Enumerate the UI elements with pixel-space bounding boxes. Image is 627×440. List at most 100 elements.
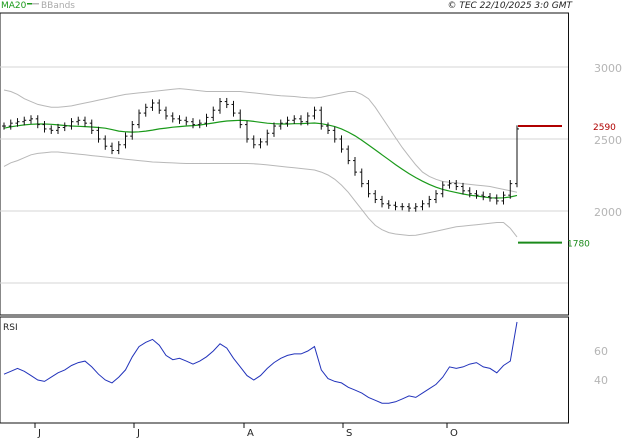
- price-bar: [501, 191, 506, 205]
- price-bar: [29, 115, 33, 124]
- price-tick-label: 3000: [594, 62, 622, 75]
- ma20-line: [3, 119, 518, 199]
- bbands-legend-label: BBands: [41, 1, 75, 11]
- price-bar: [177, 115, 182, 124]
- x-tick-label: J: [136, 428, 140, 439]
- price-bar: [191, 118, 195, 129]
- price-bar: [467, 187, 472, 198]
- x-tick-label: O: [450, 428, 458, 439]
- price-bar: [380, 195, 384, 208]
- price-bar: [393, 201, 398, 211]
- price-bar: [346, 145, 351, 165]
- support-resistance-levels: 2590 1780: [518, 123, 616, 250]
- price-bar: [339, 135, 344, 153]
- price-bar: [285, 116, 290, 127]
- price-bar: [454, 180, 459, 191]
- bbands-legend-swatch: [32, 3, 39, 5]
- price-bar: [245, 121, 249, 143]
- ma20-legend-swatch: [27, 3, 36, 5]
- price-bar: [373, 190, 378, 204]
- bband-upper-line: [3, 88, 518, 193]
- price-bar: [224, 97, 229, 109]
- ma20-path: [3, 119, 518, 199]
- price-bar: [211, 106, 216, 121]
- price-bar: [366, 180, 371, 198]
- rsi-panel-frame: [0, 316, 569, 424]
- price-bar: [413, 203, 418, 212]
- price-bar: [326, 122, 330, 134]
- price-bar: [197, 119, 202, 129]
- y-tick-labels: 2000 2500 3000 40 60: [594, 62, 622, 387]
- price-bar: [515, 125, 519, 188]
- price-bar: [150, 99, 155, 111]
- grid: [0, 66, 568, 284]
- price-bar: [143, 103, 148, 117]
- price-bar: [305, 112, 310, 126]
- rsi-tick-label: 40: [594, 374, 608, 387]
- price-bar: [258, 138, 263, 149]
- price-bar: [386, 200, 391, 209]
- price-bar: [164, 106, 168, 120]
- price-bar: [2, 122, 6, 130]
- price-tick-label: 2500: [594, 134, 622, 147]
- price-bar: [488, 193, 492, 202]
- price-bar: [49, 125, 54, 134]
- price-bar: [251, 135, 256, 149]
- rsi-tick-label: 60: [594, 345, 608, 358]
- rsi-line: [3, 321, 518, 404]
- price-bar: [69, 118, 74, 130]
- ma20-legend-label: MA20: [1, 1, 27, 11]
- price-bar: [440, 181, 445, 198]
- price-bar: [461, 182, 465, 195]
- price-bar: [420, 200, 425, 211]
- x-tick-label: S: [346, 428, 352, 439]
- price-bar: [110, 142, 114, 155]
- price-bar: [62, 122, 67, 132]
- price-bar: [265, 129, 270, 146]
- price-bar: [89, 119, 94, 134]
- price-bar: [278, 119, 283, 130]
- price-bar: [292, 115, 297, 124]
- price-bar: [116, 141, 121, 155]
- price-tick-label: 2000: [594, 206, 622, 219]
- bbands: [3, 88, 518, 238]
- price-bar: [434, 190, 438, 204]
- price-bar: [96, 126, 101, 143]
- support-level-label: 1780: [567, 240, 590, 250]
- price-bar: [42, 121, 47, 133]
- price-bar: [157, 99, 162, 114]
- price-bar: [508, 180, 513, 199]
- resistance-level-label: 2590: [593, 123, 616, 133]
- copyright-text: © TEC 22/10/2025 3:0 GMT: [447, 1, 573, 11]
- bband-lower-line: [3, 151, 518, 238]
- rsi-path: [3, 321, 518, 404]
- price-bars: [2, 97, 519, 212]
- price-bar: [218, 97, 222, 114]
- price-bar: [474, 190, 479, 199]
- price-bar: [481, 191, 486, 201]
- price-bar: [204, 113, 209, 127]
- price-bar: [15, 118, 20, 127]
- price-bar: [299, 115, 303, 126]
- price-bar: [130, 121, 135, 140]
- price-bar: [494, 194, 499, 205]
- price-bar: [332, 126, 337, 143]
- x-tick-label: J: [37, 428, 41, 439]
- price-panel-frame: [0, 12, 569, 316]
- price-bar: [22, 116, 27, 126]
- price-bar: [35, 115, 40, 129]
- price-bar: [103, 135, 108, 150]
- price-bar: [400, 203, 405, 211]
- price-bar: [76, 116, 81, 126]
- price-bar: [123, 132, 128, 149]
- price-bar: [137, 109, 141, 129]
- rsi-panel-label: RSI: [3, 323, 18, 333]
- price-bar: [184, 116, 189, 126]
- price-bar: [359, 168, 364, 188]
- price-bar: [319, 106, 324, 130]
- price-bar: [427, 195, 432, 208]
- price-bar: [56, 123, 60, 134]
- price-bar: [272, 122, 276, 137]
